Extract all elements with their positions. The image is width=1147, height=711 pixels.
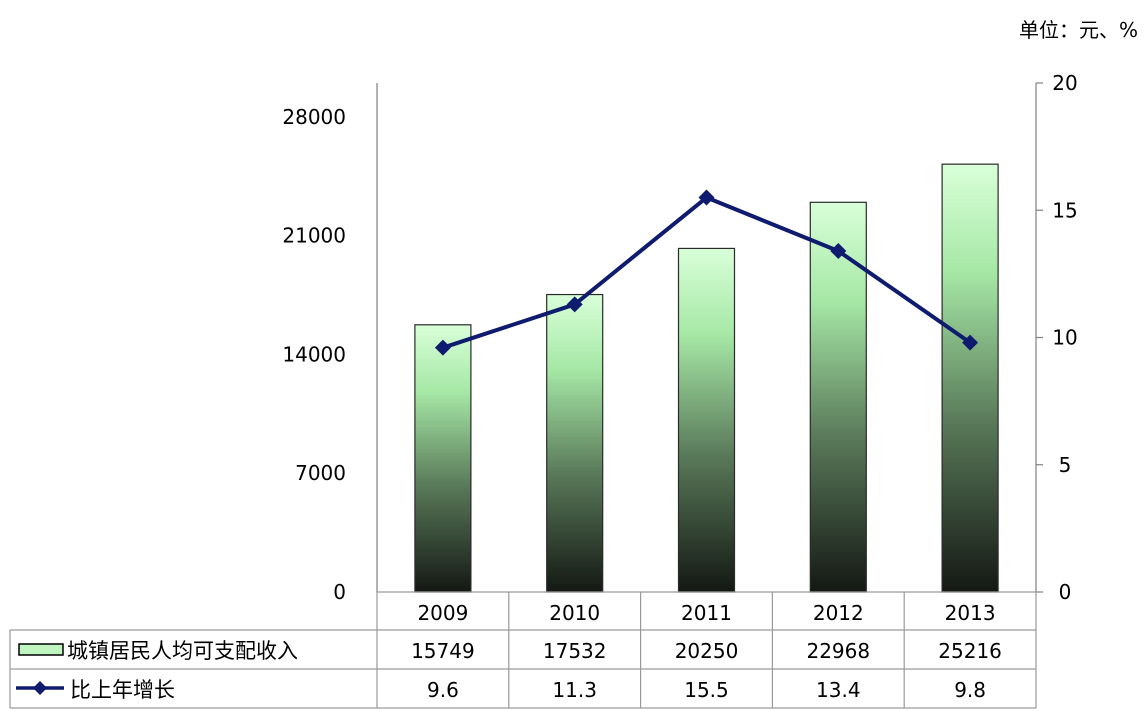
- right-tick-label: 20: [1052, 71, 1077, 95]
- left-tick-label: 7000: [295, 461, 346, 485]
- income-value: 20250: [675, 639, 739, 663]
- income-value: 17532: [543, 639, 607, 663]
- legend-line-marker: [33, 681, 47, 695]
- income-value: 22968: [806, 639, 870, 663]
- growth-value: 9.6: [427, 678, 459, 702]
- unit-label: 单位：元、%: [1019, 18, 1138, 42]
- category-label: 2010: [549, 601, 600, 625]
- income-bar: [414, 324, 472, 593]
- growth-value: 11.3: [552, 678, 597, 702]
- growth-point: [962, 334, 979, 351]
- bar-series: [414, 163, 999, 593]
- right-tick-label: 0: [1059, 580, 1072, 604]
- left-y-axis: 0 7000 14000 21000 28000: [282, 83, 378, 604]
- growth-point: [566, 296, 583, 313]
- left-tick-label: 28000: [282, 105, 346, 129]
- income-bar: [809, 201, 867, 593]
- income-value: 25216: [938, 639, 1002, 663]
- legend-line-label: 比上年增长: [70, 678, 175, 702]
- growth-value: 13.4: [816, 678, 861, 702]
- growth-value: 9.8: [954, 678, 986, 702]
- growth-value: 15.5: [684, 678, 729, 702]
- income-bar: [546, 293, 604, 593]
- income-value: 15749: [411, 639, 475, 663]
- left-tick-label: 14000: [282, 342, 346, 366]
- income-bar: [941, 163, 999, 593]
- left-tick-label: 0: [333, 580, 346, 604]
- growth-point: [830, 242, 847, 259]
- category-label: 2012: [813, 601, 864, 625]
- right-tick-label: 5: [1059, 453, 1072, 477]
- data-table: 2009 2010 2011 2012 2013 城镇居民人均可支配收入 15749 1753…: [9, 591, 1037, 709]
- right-y-axis: 0 5 10 15 20: [1035, 71, 1078, 604]
- right-tick-label: 10: [1052, 326, 1077, 350]
- category-label: 2009: [417, 601, 468, 625]
- growth-point: [434, 339, 451, 356]
- growth-line-series: [434, 189, 979, 356]
- growth-point: [698, 189, 715, 206]
- income-bar: [677, 247, 736, 593]
- right-tick-label: 15: [1052, 198, 1077, 222]
- category-label: 2011: [681, 601, 732, 625]
- category-label: 2013: [945, 601, 996, 625]
- legend-bar-label: 城镇居民人均可支配收入: [67, 639, 298, 663]
- left-tick-label: 21000: [282, 224, 346, 248]
- legend-bar-swatch: [18, 643, 64, 656]
